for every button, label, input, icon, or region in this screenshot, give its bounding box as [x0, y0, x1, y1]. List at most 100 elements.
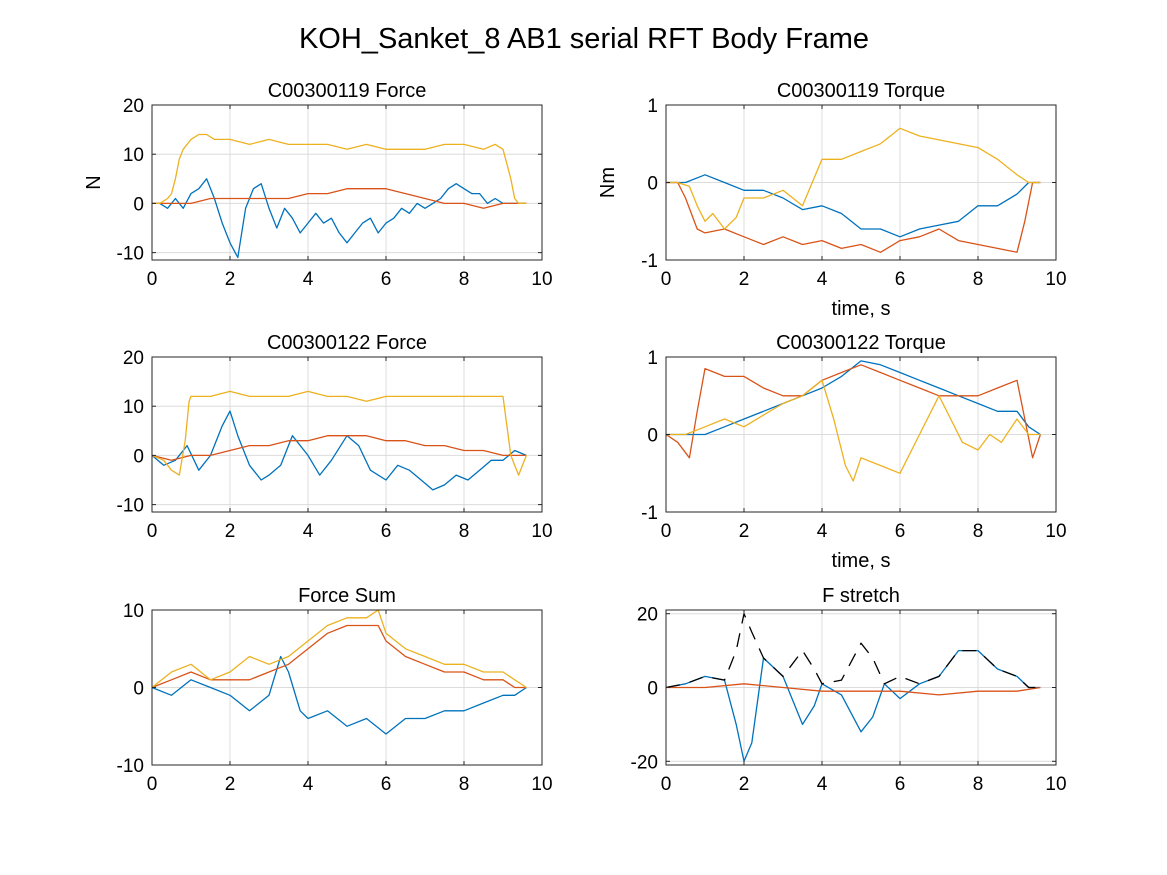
x-axis-label: time, s: [832, 298, 891, 320]
axes-background: [152, 105, 542, 260]
x-tick-label: 2: [225, 269, 236, 290]
series-line-fy: [152, 435, 527, 461]
y-tick-label: 0: [647, 174, 658, 195]
y-tick-label: -10: [117, 756, 144, 777]
x-tick-label: 6: [381, 774, 392, 795]
series-group: [152, 610, 527, 735]
x-tick-label: 4: [303, 521, 314, 542]
x-tick-label: 6: [381, 269, 392, 290]
x-tick-label: 8: [459, 269, 470, 290]
x-tick-label: 0: [147, 521, 158, 542]
axes-box: [151, 356, 543, 513]
series-group: [666, 360, 1042, 482]
y-tick-label: -1: [641, 251, 658, 272]
y-tick-label: 10: [123, 145, 144, 166]
x-tick-label: 8: [973, 269, 984, 290]
y-tick-label: -10: [117, 244, 144, 265]
subplot-title: Force Sum: [298, 585, 396, 607]
subplot-title: C00300119 Torque: [777, 80, 945, 102]
y-tick-label: -20: [631, 752, 658, 773]
series-line-tx: [666, 174, 1041, 238]
x-axis-label: time, s: [832, 550, 891, 572]
x-tick-label: 10: [531, 774, 552, 795]
y-axis-label: N: [83, 175, 105, 189]
subplot-title: C00300119 Force: [268, 80, 427, 102]
x-tick-label: 10: [531, 521, 552, 542]
series-line-ty: [666, 181, 1041, 253]
x-tick-label: 6: [381, 521, 392, 542]
series-line-fy: [152, 188, 527, 209]
y-tick-label: 20: [637, 605, 658, 626]
x-tick-label: 8: [459, 521, 470, 542]
series-group: [152, 133, 527, 259]
x-tick-label: 0: [661, 521, 672, 542]
x-tick-label: 4: [817, 269, 828, 290]
y-tick-label: 0: [647, 426, 658, 447]
axes-background: [152, 357, 542, 512]
x-tick-label: 2: [739, 774, 750, 795]
x-tick-label: 6: [895, 774, 906, 795]
y-tick-label: 0: [647, 679, 658, 700]
series-line-tz: [666, 379, 1041, 482]
series-line-fy: [152, 624, 527, 689]
x-tick-label: 2: [225, 774, 236, 795]
series-line-tz: [666, 127, 1041, 230]
series-line-f: [666, 613, 1041, 689]
x-tick-label: 4: [303, 269, 314, 290]
y-tick-label: 1: [647, 348, 658, 369]
series-line-fx: [152, 410, 527, 491]
series-line-fz: [152, 610, 527, 689]
y-tick-label: 10: [123, 397, 144, 418]
x-tick-label: 2: [739, 269, 750, 290]
x-tick-label: 0: [147, 774, 158, 795]
y-tick-label: -10: [117, 496, 144, 517]
y-tick-label: 0: [133, 679, 144, 700]
x-tick-label: 10: [531, 269, 552, 290]
series-line-ty: [666, 364, 1042, 459]
figure-title: KOH_Sanket_8 AB1 serial RFT Body Frame: [299, 23, 869, 55]
series-group: [666, 613, 1041, 762]
series-line-fx: [152, 655, 527, 735]
series-group: [152, 390, 528, 491]
x-tick-label: 10: [1045, 521, 1066, 542]
x-tick-label: 2: [739, 521, 750, 542]
x-tick-label: 10: [1045, 269, 1066, 290]
subplot-title: C00300122 Torque: [776, 332, 946, 354]
y-tick-label: 0: [133, 194, 144, 215]
x-tick-label: 0: [661, 774, 672, 795]
x-tick-label: 6: [895, 269, 906, 290]
series-line-fz: [152, 390, 528, 476]
y-tick-label: -1: [641, 503, 658, 524]
y-tick-label: 0: [133, 446, 144, 467]
y-tick-label: 20: [123, 348, 144, 369]
x-tick-label: 6: [895, 521, 906, 542]
x-tick-label: 8: [973, 774, 984, 795]
x-tick-label: 0: [147, 269, 158, 290]
x-tick-label: 10: [1045, 774, 1066, 795]
x-tick-label: 4: [303, 774, 314, 795]
series-line-tx: [666, 360, 1041, 436]
y-tick-label: 1: [647, 96, 658, 117]
x-tick-label: 0: [661, 269, 672, 290]
x-tick-label: 4: [817, 774, 828, 795]
subplot-title: C00300122 Force: [267, 332, 427, 354]
x-tick-label: 8: [973, 521, 984, 542]
y-axis-label: Nm: [597, 167, 619, 198]
x-tick-label: 2: [225, 521, 236, 542]
y-tick-label: 20: [123, 96, 144, 117]
series-line-fn: [666, 683, 1041, 696]
x-tick-label: 4: [817, 521, 828, 542]
axes-box: [151, 104, 543, 261]
series-group: [666, 127, 1041, 253]
y-tick-label: 10: [123, 601, 144, 622]
subplot-title: F stretch: [822, 585, 900, 607]
series-line-f: [666, 649, 1041, 762]
x-tick-label: 8: [459, 774, 470, 795]
